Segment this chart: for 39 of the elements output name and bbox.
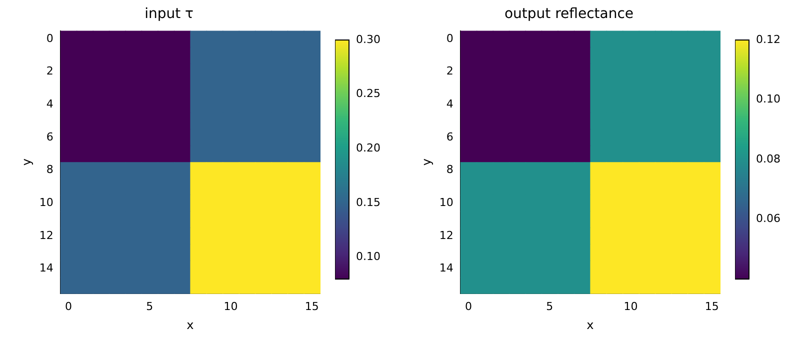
y-tick-label: 10 bbox=[39, 196, 54, 209]
color-bar-label: 0.10 bbox=[756, 92, 780, 106]
y-tick-label: 0 bbox=[46, 32, 54, 45]
x-axis-title: x bbox=[186, 318, 194, 332]
y-tick-label: 8 bbox=[46, 163, 54, 176]
y-tick-label: 14 bbox=[439, 262, 454, 275]
y-tick-label: 2 bbox=[46, 64, 54, 78]
x-tick-label: 10 bbox=[624, 300, 638, 313]
color-bar-label: 0.30 bbox=[356, 32, 380, 46]
x-tick-label: 0 bbox=[65, 300, 72, 313]
color-bar-label: 0.15 bbox=[356, 196, 380, 209]
x-tick-label: 5 bbox=[546, 300, 554, 313]
y-tick-label: 14 bbox=[39, 262, 54, 275]
x-tick-label: 10 bbox=[224, 300, 238, 313]
y-tick-label: 4 bbox=[46, 98, 54, 111]
chart-title: input τ bbox=[144, 6, 194, 22]
y-tick-label: 8 bbox=[446, 163, 454, 176]
color-bar-label: 0.06 bbox=[756, 212, 780, 226]
y-axis-title: y bbox=[19, 158, 34, 166]
y-tick-label: 4 bbox=[446, 98, 454, 111]
y-tick-label: 10 bbox=[439, 196, 454, 209]
color-bar-label: 0.08 bbox=[756, 152, 780, 166]
x-tick-label: 5 bbox=[146, 300, 154, 313]
y-tick-label: 12 bbox=[439, 228, 454, 242]
y-tick-label: 6 bbox=[446, 130, 454, 144]
y-tick-label: 2 bbox=[446, 64, 454, 78]
color-bar-label: 0.10 bbox=[356, 250, 380, 264]
x-tick-label: 15 bbox=[704, 300, 719, 313]
x-tick-label: 15 bbox=[304, 300, 319, 313]
y-tick-label: 6 bbox=[46, 130, 54, 144]
y-tick-label: 0 bbox=[446, 32, 454, 45]
y-tick-label: 12 bbox=[39, 228, 54, 242]
x-tick-label: 0 bbox=[465, 300, 472, 313]
color-bar-label: 0.25 bbox=[356, 87, 380, 100]
color-bar-label: 0.12 bbox=[756, 32, 780, 46]
y-axis-title: y bbox=[419, 158, 434, 166]
x-axis-title: x bbox=[586, 318, 594, 332]
chart-title: output reflectance bbox=[504, 6, 634, 22]
color-bar-label: 0.20 bbox=[356, 141, 380, 154]
